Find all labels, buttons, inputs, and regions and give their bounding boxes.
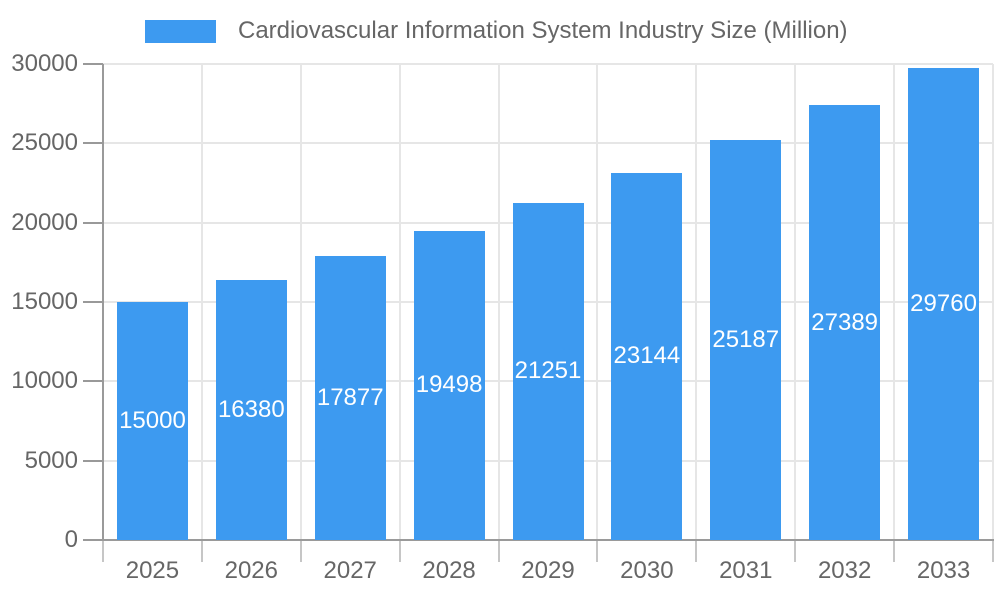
bar — [710, 140, 782, 540]
x-axis-line — [102, 539, 994, 541]
x-axis-label: 2031 — [719, 557, 773, 584]
x-gridline — [497, 64, 500, 540]
x-gridline — [596, 64, 599, 540]
bar-value-label: 21251 — [514, 357, 582, 385]
bar — [512, 202, 584, 540]
x-axis-label: 2025 — [125, 557, 180, 584]
y-axis-label: 0 — [64, 526, 78, 553]
y-tick — [83, 380, 103, 383]
x-tick — [596, 540, 599, 562]
y-gridline — [103, 142, 993, 145]
y-axis-label: 25000 — [11, 129, 78, 157]
x-gridline — [893, 64, 896, 540]
bar-value-label: 17877 — [316, 384, 384, 412]
y-tick — [83, 142, 103, 145]
bar-value-label: 16380 — [217, 396, 285, 424]
bar-value-label: 25187 — [712, 326, 780, 354]
x-tick — [794, 540, 797, 562]
y-tick — [83, 459, 103, 462]
x-gridline — [398, 64, 401, 540]
bar — [116, 302, 188, 540]
chart-title: Cardiovascular Information System Indust… — [238, 17, 848, 44]
bar — [413, 230, 485, 540]
y-tick — [83, 301, 103, 303]
x-axis-label: 2027 — [323, 557, 377, 584]
bar-value-label: 19498 — [415, 371, 483, 399]
x-axis-label: 2028 — [422, 557, 476, 584]
y-axis-label: 15000 — [11, 288, 78, 315]
x-tick — [992, 540, 994, 562]
y-tick — [83, 539, 103, 541]
bar — [809, 105, 881, 540]
bar — [611, 172, 683, 540]
x-tick — [893, 540, 896, 562]
y-axis-label: 5000 — [24, 446, 78, 474]
bar-value-label: 15000 — [119, 407, 186, 434]
x-tick — [695, 540, 698, 562]
x-gridline — [200, 64, 203, 540]
y-axis-label: 10000 — [11, 367, 78, 395]
x-tick — [200, 540, 203, 562]
legend: Cardiovascular Information System Indust… — [145, 17, 848, 45]
x-tick — [102, 540, 104, 562]
bar-value-label: 23144 — [613, 342, 681, 370]
x-axis-label: 2033 — [916, 557, 971, 584]
bar-value-label: 27389 — [811, 308, 879, 336]
x-gridline — [695, 64, 698, 540]
x-axis-label: 2029 — [521, 557, 575, 584]
y-tick — [83, 221, 103, 224]
bar — [314, 256, 386, 540]
y-axis-label: 20000 — [11, 208, 78, 236]
bar — [215, 280, 287, 540]
y-axis-label: 30000 — [11, 50, 78, 77]
y-gridline — [103, 63, 993, 65]
bar — [908, 67, 980, 540]
x-gridline — [794, 64, 797, 540]
x-gridline — [992, 64, 994, 540]
x-tick — [398, 540, 401, 562]
bar-value-label: 29760 — [910, 289, 977, 317]
x-gridline — [299, 64, 302, 540]
x-axis-label: 2026 — [224, 557, 278, 584]
x-axis-label: 2030 — [620, 557, 674, 584]
legend-swatch — [145, 19, 216, 43]
x-axis-label: 2032 — [817, 557, 872, 584]
x-tick — [497, 540, 500, 562]
x-tick — [299, 540, 302, 562]
y-axis-line — [102, 64, 104, 540]
y-tick — [83, 63, 103, 65]
